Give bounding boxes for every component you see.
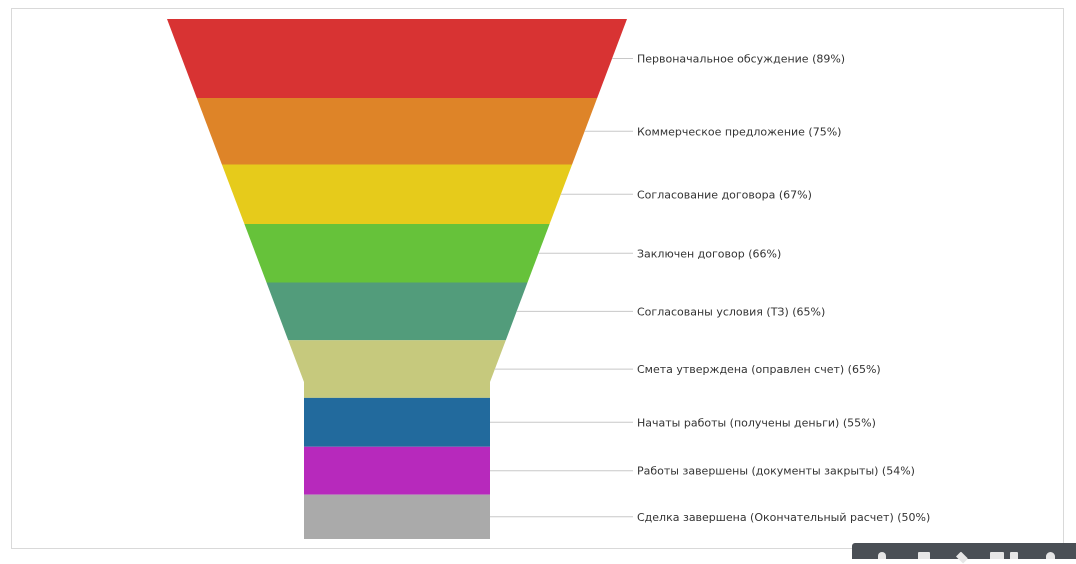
segment-label: Согласование договора (67%): [637, 188, 812, 201]
segment-label: Сделка завершена (Окончательный расчет) …: [637, 511, 930, 524]
funnel-segment[interactable]: [167, 19, 627, 98]
chart-toolbar: [852, 543, 1076, 564]
segment-label: Заключен договор (66%): [637, 247, 781, 260]
funnel-segment[interactable]: [244, 224, 550, 283]
segment-label: Смета утверждена (оправлен счет) (65%): [637, 363, 881, 376]
diamond-icon[interactable]: [955, 551, 969, 564]
funnel-segment[interactable]: [196, 98, 598, 165]
segment-label: Первоначальное обсуждение (89%): [637, 53, 845, 66]
person-icon[interactable]: [878, 552, 886, 559]
funnel-segment[interactable]: [304, 397, 490, 447]
segment-label: Коммерческое предложение (75%): [637, 125, 841, 138]
funnel-segment[interactable]: [288, 340, 506, 398]
square-icon[interactable]: [918, 552, 930, 559]
segment-label: Работы завершены (документы закрыты) (54…: [637, 465, 915, 478]
funnel-segment[interactable]: [266, 282, 528, 341]
segment-label: Согласованы условия (ТЗ) (65%): [637, 305, 825, 318]
funnel-segment[interactable]: [304, 446, 490, 495]
funnel-segment[interactable]: [304, 494, 490, 539]
segment-label: Начаты работы (получены деньги) (55%): [637, 416, 876, 429]
circle-icon[interactable]: [1046, 552, 1055, 559]
grid-icon[interactable]: [990, 552, 1004, 559]
grid-icon[interactable]: [1010, 552, 1018, 559]
funnel-segment[interactable]: [221, 164, 573, 225]
